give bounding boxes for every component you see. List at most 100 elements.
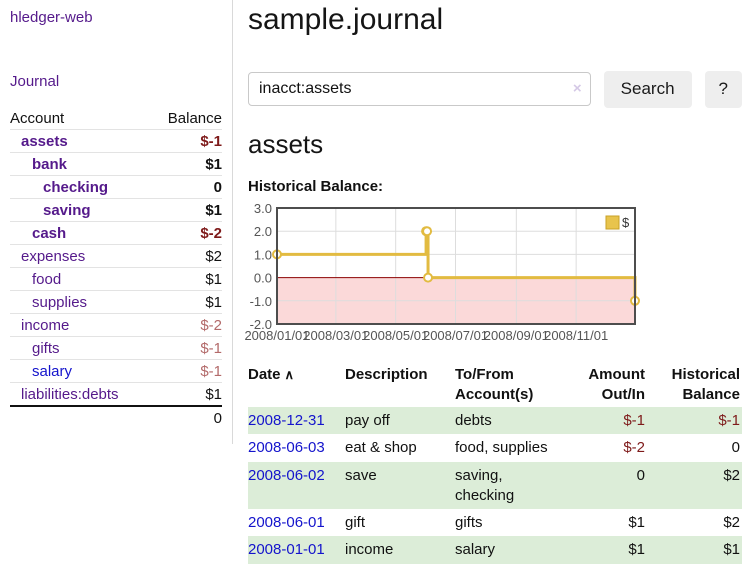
sidebar-account-row: gifts $-1 [10,336,222,359]
register-row: 2008-12-31 pay off debts $-1 $-1 [248,407,742,435]
account-balance: $-1 [200,133,222,150]
account-balance: $1 [205,271,222,288]
total-balance: 0 [213,410,222,427]
sidebar-account-link-income[interactable]: income [21,317,70,334]
sidebar-account-row: checking 0 [10,175,222,198]
register-table: Date ∧ Description To/From Account(s) Amo… [248,363,742,564]
date-column-header[interactable]: Date ∧ [248,365,295,383]
sidebar-account-row: food $1 [10,267,222,290]
svg-text:3.0: 3.0 [254,202,272,216]
balance-cell: $1 [647,536,742,564]
sidebar-account-link-gifts[interactable]: gifts [32,340,60,357]
sidebar-account-link-saving[interactable]: saving [43,202,91,219]
sidebar-account-link-liabilities-debts[interactable]: liabilities:debts [21,386,119,403]
accounts-cell: saving, checking [455,461,567,510]
search-bar: × Search ? [248,70,742,108]
sidebar-account-row: assets $-1 [10,129,222,152]
sidebar-divider [232,0,233,444]
account-balance: 0 [213,179,222,196]
account-balance-table: Account Balance assets $-1 bank $1 checking 0… [10,107,222,429]
balance-column-header: Balance [167,110,222,127]
svg-text:$: $ [622,215,630,230]
sidebar-account-link-checking[interactable]: checking [43,179,109,196]
register-row: 2008-06-02 save saving, checking 0 $2 [248,461,742,510]
transaction-date-link[interactable]: 2008-12-31 [248,412,325,430]
account-balance: $-1 [200,340,222,357]
svg-text:-2.0: -2.0 [250,317,272,332]
sidebar-account-link-assets[interactable]: assets [21,133,68,150]
amount-cell: 0 [567,461,647,510]
help-button[interactable]: ? [704,70,742,108]
balance-total-row: 0 [10,405,222,429]
accounts-column-header: To/From Account(s) [455,365,534,403]
sidebar-account-row: income $-2 [10,313,222,336]
account-balance: $-2 [200,225,222,242]
amount-column-header: Amount Out/In [588,365,645,403]
transaction-date-link[interactable]: 2008-06-02 [248,466,325,484]
description-cell: eat & shop [345,439,417,457]
svg-text:1.0: 1.0 [254,247,272,262]
sidebar-account-row: expenses $2 [10,244,222,267]
account-balance: $2 [205,248,222,265]
register-row: 2008-01-01 income salary $1 $1 [248,536,742,564]
amount-cell: $1 [628,514,645,532]
search-button[interactable]: Search [603,70,692,108]
search-input[interactable] [248,72,591,106]
sidebar-item-journal[interactable]: Journal [10,73,60,90]
transaction-date-link[interactable]: 2008-06-03 [248,439,325,457]
register-row: 2008-06-03 eat & shop food, supplies $-2 0 [248,434,742,461]
main-content: sample.journal × Search ? assets Histori… [244,0,742,564]
sidebar-account-row: salary $-1 [10,359,222,382]
amount-cell: $-2 [623,439,645,457]
sidebar-account-link-cash[interactable]: cash [32,225,67,242]
app-brand-link[interactable]: hledger-web [10,9,93,26]
svg-text:2008/01/01: 2008/01/01 [244,328,309,343]
sidebar-account-row: bank $1 [10,152,222,175]
balance-cell: $-1 [647,407,742,435]
svg-text:2008/07/01: 2008/07/01 [423,328,488,343]
transaction-date-link[interactable]: 2008-01-01 [248,541,325,559]
account-table-header: Account Balance [10,107,222,129]
balance-cell: $2 [723,514,740,532]
clear-search-icon[interactable]: × [572,80,582,97]
sort-asc-icon: ∧ [284,366,295,382]
svg-text:2008/09/01: 2008/09/01 [484,328,549,343]
account-title: assets [248,128,324,159]
date-cell: 2008-12-31 [248,407,345,435]
balance-cell: $2 [647,461,742,510]
description-cell: gift [345,514,366,532]
description-cell: save [345,461,455,510]
svg-text:0.0: 0.0 [254,270,272,285]
accounts-cell: gifts [455,514,483,532]
sidebar-account-link-supplies[interactable]: supplies [32,294,88,311]
amount-cell: $1 [567,536,647,564]
svg-text:2008/11/01: 2008/11/01 [544,328,608,343]
chart-title: Historical Balance: [248,177,384,195]
description-cell: income [345,536,455,564]
sidebar: hledger-web Journal Account Balance asse… [0,0,232,429]
svg-text:2.0: 2.0 [254,224,272,239]
sidebar-account-link-salary[interactable]: salary [32,363,73,380]
date-cell: 2008-06-01 [248,509,345,536]
sidebar-account-link-food[interactable]: food [32,271,62,288]
balance-column-header: Historical Balance [671,365,740,403]
sidebar-account-link-expenses[interactable]: expenses [21,248,86,265]
date-cell: 2008-01-01 [248,536,345,564]
sidebar-account-row: saving $1 [10,198,222,221]
description-cell: pay off [345,407,455,435]
account-balance: $-1 [200,363,222,380]
transaction-date-link[interactable]: 2008-06-01 [248,514,325,532]
sidebar-account-row: supplies $1 [10,290,222,313]
account-balance: $-2 [200,317,222,334]
description-column-header: Description [345,365,428,383]
accounts-cell: salary [455,536,567,564]
account-balance: $1 [205,202,222,219]
page-title: sample.journal [248,3,444,36]
sidebar-account-link-bank[interactable]: bank [32,156,68,173]
accounts-cell: food, supplies [455,439,548,457]
balance-chart-svg: $3.0 2.0 1.0 0.0 -1.0 -2.02008/01/012008/03/0… [244,201,640,343]
account-balance: $1 [205,294,222,311]
historical-balance-chart: $3.0 2.0 1.0 0.0 -1.0 -2.0 2008/01/01 2008/03/0… [241,201,742,349]
register-row: 2008-06-01 gift gifts $1 $2 [248,509,742,536]
account-balance: $1 [205,156,222,173]
